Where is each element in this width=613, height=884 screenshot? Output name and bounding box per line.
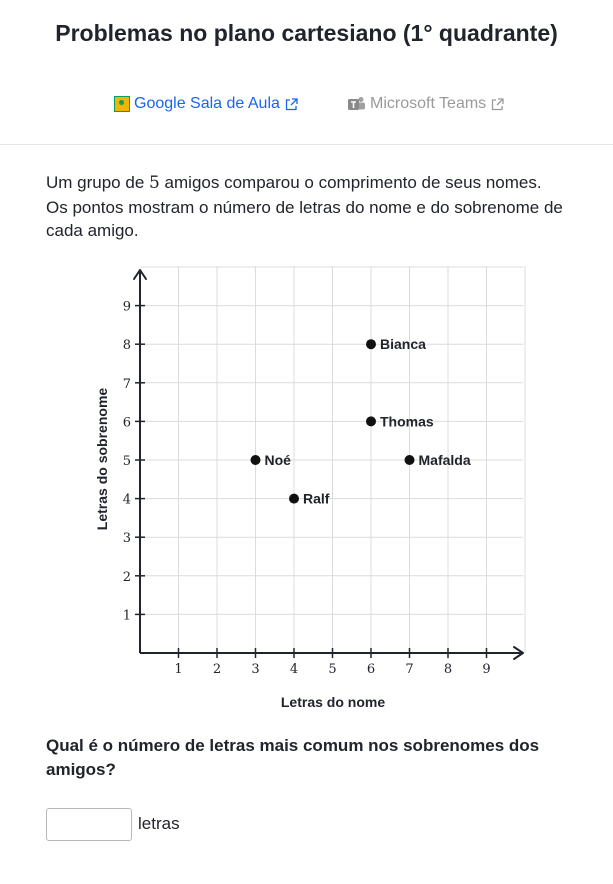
chart-ticks: 1 2 3 4 5 6 7 8 9 1 2 3 4 5 6 7 8 9: [123, 300, 491, 677]
data-point-label: Mafalda: [419, 452, 471, 468]
scatter-chart: 1 2 3 4 5 6 7 8 9 1 2 3 4 5 6 7 8 9 Noé Ralf Bianca Thomas Ma…: [94, 266, 526, 710]
y-axis-arrow-icon: [133, 269, 147, 280]
x-tick-label: 7: [405, 662, 413, 677]
data-point-marker: [404, 455, 415, 465]
question-intro-prefix: Um grupo de: [46, 173, 149, 192]
chart-grid: [140, 266, 526, 653]
data-point-label: Ralf: [303, 491, 330, 507]
data-point-label: Noé: [265, 452, 292, 468]
y-tick-label: 1: [123, 608, 131, 623]
friend-count: 5: [149, 173, 160, 193]
data-point: Bianca: [366, 336, 426, 352]
data-point-marker: [366, 339, 376, 350]
google-classroom-icon: [114, 96, 130, 112]
y-tick-label: 2: [123, 570, 131, 585]
question-prompt: Qual é o número de letras mais comum nos…: [46, 736, 540, 779]
data-point-label: Thomas: [380, 413, 434, 429]
data-point-label: Bianca: [380, 336, 426, 352]
chart-points: Noé Ralf Bianca Thomas Mafalda: [250, 336, 471, 507]
data-point-marker: [366, 416, 376, 427]
question-text: Um grupo de 5 amigos comparou o comprime…: [46, 171, 566, 243]
y-tick-label: 7: [123, 377, 131, 392]
x-tick-label: 6: [367, 662, 375, 677]
x-axis-arrow-icon: [513, 646, 524, 660]
page-header: Problemas no plano cartesiano (1° quadra…: [0, 0, 613, 145]
y-tick-label: 9: [123, 300, 131, 315]
data-point: Ralf: [289, 491, 330, 507]
google-classroom-share-link[interactable]: Google Sala de Aula: [114, 93, 298, 115]
x-tick-label: 1: [174, 662, 182, 677]
data-point: Thomas: [366, 413, 434, 429]
data-point-marker: [289, 493, 299, 504]
x-tick-label: 5: [328, 662, 336, 677]
google-classroom-label: Google Sala de Aula: [134, 95, 280, 112]
external-link-icon: [285, 97, 298, 110]
answer-input[interactable]: [46, 807, 132, 841]
question-intro-suffix: amigos comparou o comprimento de seus no…: [46, 173, 563, 240]
y-tick-label: 8: [123, 338, 131, 353]
microsoft-teams-label: Microsoft Teams: [370, 95, 487, 112]
y-axis-label: Letras do sobrenome: [94, 388, 110, 531]
y-tick-label: 4: [123, 493, 131, 508]
x-tick-label: 8: [444, 662, 452, 677]
x-tick-label: 2: [213, 662, 221, 677]
y-tick-label: 5: [123, 454, 131, 469]
x-tick-label: 3: [251, 662, 259, 677]
answer-row: letras: [46, 806, 180, 842]
page-title: Problemas no plano cartesiano (1° quadra…: [55, 20, 558, 46]
data-point: Noé: [250, 452, 292, 468]
data-point-marker: [250, 455, 261, 465]
answer-unit: letras: [138, 814, 180, 833]
x-axis-label: Letras do nome: [281, 694, 385, 710]
x-tick-label: 4: [290, 662, 298, 677]
x-tick-label: 9: [482, 662, 490, 677]
microsoft-teams-share-link[interactable]: Microsoft Teams: [347, 93, 504, 115]
share-row: Google Sala de Aula Microsoft Teams: [0, 93, 613, 115]
data-point: Mafalda: [404, 452, 471, 468]
chart-axes: [133, 269, 524, 660]
microsoft-teams-icon: [348, 97, 365, 110]
y-tick-label: 6: [123, 415, 131, 430]
y-tick-label: 3: [123, 531, 131, 546]
external-link-icon: [492, 97, 504, 110]
